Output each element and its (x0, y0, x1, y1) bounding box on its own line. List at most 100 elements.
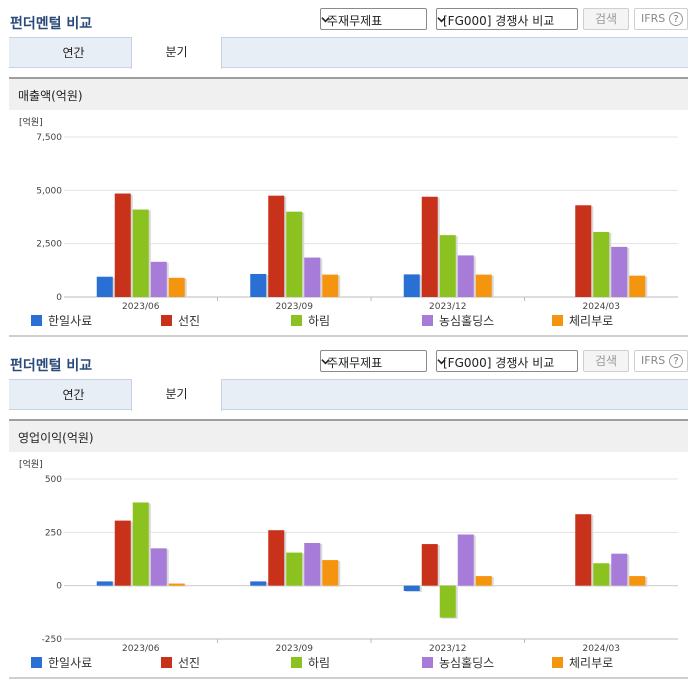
bar[interactable] (421, 544, 438, 586)
legend-swatch (552, 657, 563, 668)
peer-select[interactable]: [FG000] 경쟁사 비교 (436, 350, 578, 372)
revenue-chart-svg: [억원] 0 2,500 5,000 7,500 2023/06 2023/09 2023/1… (19, 116, 678, 328)
legend-label[interactable]: 한일사료 (48, 656, 92, 670)
y-tick-label: 7,500 (36, 133, 62, 143)
operating-profit-chart: [억원] -250 0 250 500 2023/06 2023/09 2023/12 2024… (9, 452, 688, 679)
y-tick-label: 500 (45, 475, 62, 485)
bar[interactable] (403, 274, 420, 297)
bar[interactable] (150, 261, 167, 297)
bar[interactable] (168, 277, 185, 297)
bar[interactable] (250, 273, 267, 297)
ifrs-button[interactable]: IFRS ? (634, 8, 688, 30)
statement-select-value: 주재무제표 (327, 14, 383, 28)
peer-select-value: [FG000] 경쟁사 비교 (443, 14, 555, 28)
bar[interactable] (132, 209, 149, 297)
x-tick-label: 2024/03 (583, 302, 620, 312)
ifrs-button[interactable]: IFRS ? (634, 350, 688, 372)
statement-select[interactable]: 주재무제표 (320, 350, 427, 372)
chevron-down-icon (321, 17, 330, 23)
x-tick-label: 2024/03 (583, 644, 620, 654)
bar[interactable] (611, 246, 628, 297)
bar[interactable] (96, 581, 113, 586)
bar[interactable] (304, 543, 321, 586)
bar[interactable] (286, 211, 303, 297)
legend-label[interactable]: 체리부로 (569, 656, 613, 670)
chevron-down-icon (437, 359, 446, 365)
y-tick-label: 0 (56, 293, 62, 303)
peer-select[interactable]: [FG000] 경쟁사 비교 (436, 8, 578, 30)
bar[interactable] (322, 560, 339, 586)
y-tick-label: 5,000 (36, 186, 62, 196)
bar[interactable] (593, 231, 610, 297)
bar[interactable] (457, 255, 474, 297)
bar[interactable] (421, 196, 438, 297)
panel-title: 펀더멘털 비교 (10, 16, 93, 32)
bar[interactable] (475, 576, 492, 586)
bar[interactable] (611, 553, 628, 586)
search-button[interactable]: 검색 (583, 8, 629, 30)
x-tick-label: 2023/06 (122, 644, 160, 654)
bar[interactable] (593, 563, 610, 586)
panel-header: 펀더멘털 비교 주재무제표 [FG000] 경쟁사 비교 검색 IFRS ? (0, 0, 696, 36)
bar[interactable] (168, 583, 185, 586)
bar[interactable] (439, 235, 456, 297)
tab-quarterly[interactable]: 분기 (131, 37, 222, 69)
help-icon[interactable]: ? (669, 12, 683, 26)
period-tabs: 연간 분기 (9, 37, 688, 69)
x-tick-label: 2023/09 (276, 644, 314, 654)
bar[interactable] (304, 257, 321, 297)
legend-swatch (31, 657, 42, 668)
statement-select-value: 주재무제표 (327, 356, 383, 370)
legend-swatch (291, 657, 302, 668)
bar[interactable] (250, 581, 267, 586)
bar[interactable] (114, 193, 131, 297)
fundamental-panel-1: 펀더멘털 비교 주재무제표 [FG000] 경쟁사 비교 검색 IFRS ? 연… (0, 0, 696, 337)
bar[interactable] (629, 275, 646, 297)
bar[interactable] (629, 576, 646, 586)
bar[interactable] (150, 548, 167, 586)
y-unit-label: [억원] (19, 116, 43, 128)
legend-label[interactable]: 선진 (178, 314, 200, 328)
bar[interactable] (132, 502, 149, 586)
panel-title: 펀더멘털 비교 (10, 358, 93, 374)
legend-swatch (31, 315, 42, 326)
legend-swatch (161, 315, 172, 326)
period-tabs: 연간 분기 (9, 379, 688, 411)
bar[interactable] (322, 274, 339, 297)
bar[interactable] (439, 585, 456, 618)
bar[interactable] (96, 276, 113, 297)
legend-swatch (422, 657, 433, 668)
bar[interactable] (403, 585, 420, 591)
search-button[interactable]: 검색 (583, 350, 629, 372)
ifrs-label: IFRS (641, 354, 666, 367)
bar[interactable] (286, 552, 303, 586)
legend-label[interactable]: 선진 (178, 656, 200, 670)
tab-annual[interactable]: 연간 (62, 46, 85, 60)
panel-header: 펀더멘털 비교 주재무제표 [FG000] 경쟁사 비교 검색 IFRS ? (0, 342, 696, 378)
bar[interactable] (575, 205, 592, 297)
bar[interactable] (457, 534, 474, 586)
tab-annual[interactable]: 연간 (62, 388, 85, 402)
legend-label[interactable]: 하림 (308, 656, 330, 670)
section-title: 매출액(억원) (9, 77, 688, 110)
x-tick-label: 2023/06 (122, 302, 160, 312)
y-unit-label: [억원] (19, 458, 43, 470)
statement-select[interactable]: 주재무제표 (320, 8, 427, 30)
bar[interactable] (268, 530, 285, 586)
legend-label[interactable]: 농심홀딩스 (439, 656, 494, 670)
bar[interactable] (268, 195, 285, 297)
revenue-chart: [억원] 0 2,500 5,000 7,500 2023/06 2023/09 2023/1… (9, 110, 688, 337)
legend-label[interactable]: 체리부로 (569, 314, 613, 328)
legend-label[interactable]: 하림 (308, 314, 330, 328)
legend-swatch (291, 315, 302, 326)
x-tick-label: 2023/12 (429, 302, 466, 312)
ifrs-label: IFRS (641, 12, 666, 25)
bar[interactable] (114, 520, 131, 586)
help-icon[interactable]: ? (669, 354, 683, 368)
legend-label[interactable]: 농심홀딩스 (439, 314, 494, 328)
legend-swatch (422, 315, 433, 326)
tab-quarterly[interactable]: 분기 (131, 379, 222, 411)
bar[interactable] (475, 274, 492, 297)
bar[interactable] (575, 514, 592, 586)
legend-label[interactable]: 한일사료 (48, 314, 92, 328)
